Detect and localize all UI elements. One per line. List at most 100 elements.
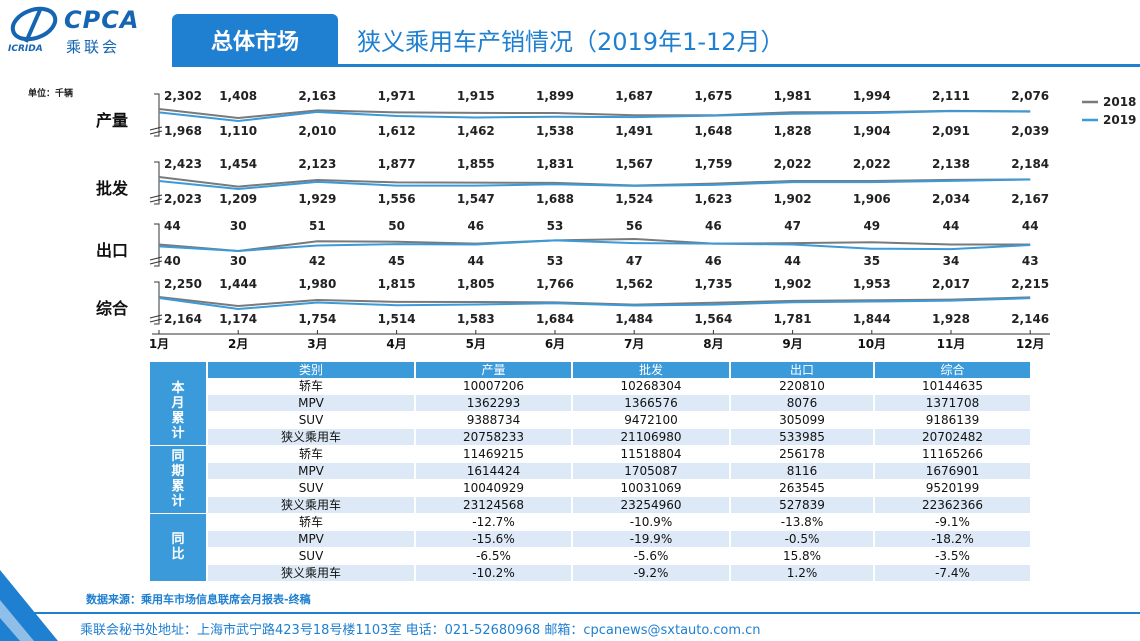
table-row: 本月累计 轿车 10007206 10268304 220810 10144635 [150, 378, 1032, 446]
table-row: MPV 1614424 1705087 8116 1676901 [150, 462, 1032, 480]
data-label-2018: 1,815 [378, 277, 416, 291]
axis-break-mark [149, 314, 163, 323]
data-source: 数据来源：乘用车市场信息联席会月报表-终稿 [86, 593, 311, 606]
footer-divider [0, 612, 1140, 614]
axis-break-mark [149, 126, 163, 135]
data-label-2019: 1,929 [298, 192, 336, 206]
data-label-2019: 40 [164, 254, 181, 268]
data-label-2018: 2,302 [164, 89, 202, 103]
table-header: 类别 [207, 362, 416, 378]
table-cell: 轿车 [207, 378, 416, 395]
table-cell: 9472100 [572, 411, 731, 429]
data-label-2018: 1,981 [774, 89, 812, 103]
data-label-2018: 50 [388, 219, 405, 233]
data-label-2019: 1,612 [378, 124, 416, 138]
table-row: SUV 9388734 9472100 305099 9186139 [150, 411, 1032, 429]
data-label-2018: 2,250 [164, 277, 202, 291]
data-label-2019: 1,754 [298, 312, 336, 326]
table-cell: 22362366 [874, 496, 1032, 514]
series-line-2019 [158, 178, 1031, 191]
data-label-2019: 1,556 [378, 192, 416, 206]
data-label-2019: 1,174 [219, 312, 257, 326]
data-label-2018: 1,831 [536, 157, 574, 171]
table-cell: SUV [207, 411, 416, 429]
table-cell: 1705087 [572, 462, 731, 480]
data-label-2018: 1,444 [219, 277, 257, 291]
panel-label: 产量 [96, 111, 128, 130]
page-title: 狭义乘用车产销情况（2019年1-12月） [357, 28, 785, 56]
data-label-2018: 1,759 [694, 157, 732, 171]
table-row: MPV -15.6% -19.9% -0.5% -18.2% [150, 530, 1032, 548]
data-label-2018: 1,915 [457, 89, 495, 103]
data-label-2019: 1,583 [457, 312, 495, 326]
axis-break-mark [149, 256, 163, 265]
data-label-2019: 1,648 [694, 124, 732, 138]
header-bar: CPCA 乘联会 ICRIDA 总体市场 狭义乘用车产销情况（2019年1-12… [0, 0, 1140, 70]
data-label-2019: 44 [467, 254, 484, 268]
data-label-2018: 44 [164, 219, 181, 233]
x-tick-label: 2月 [228, 337, 248, 351]
table-group-text: 同比 [171, 532, 185, 562]
data-label-2019: 1,491 [615, 124, 653, 138]
table-header-blank [150, 362, 208, 378]
data-label-2018: 1,735 [694, 277, 732, 291]
table-header-row: 类别 产量 批发 出口 综合 [150, 362, 1032, 378]
data-label-2019: 2,010 [298, 124, 336, 138]
data-label-2019: 43 [1022, 254, 1039, 268]
table-cell: -3.5% [874, 547, 1032, 565]
panel-axis [154, 223, 160, 267]
data-label-2019: 2,146 [1011, 312, 1049, 326]
data-label-2018: 1,805 [457, 277, 495, 291]
table-cell: 15.8% [730, 547, 875, 565]
data-label-2018: 1,902 [774, 277, 812, 291]
data-label-2019: 42 [309, 254, 326, 268]
table-cell: 527839 [730, 496, 875, 514]
table-cell: 1.2% [730, 564, 875, 582]
table-cell: MPV [207, 394, 416, 412]
footer-contact: 乘联会秘书处地址：上海市武宁路423号18号楼1103室 电话：021-5268… [80, 623, 761, 638]
data-label-2019: 2,023 [164, 192, 202, 206]
table-group-label: 同比 [150, 513, 208, 582]
data-label-2019: 1,209 [219, 192, 257, 206]
series-line-2018 [158, 237, 1031, 253]
x-tick-label: 8月 [703, 337, 723, 351]
data-label-2019: 1,906 [853, 192, 891, 206]
table-row: 狭义乘用车 -10.2% -9.2% 1.2% -7.4% [150, 564, 1032, 582]
logo-subtext: 乘联会 [66, 38, 121, 56]
data-label-2019: 1,110 [219, 124, 257, 138]
table-cell: -5.6% [572, 547, 731, 565]
data-label-2018: 1,953 [853, 277, 891, 291]
data-label-2018: 2,076 [1011, 89, 1049, 103]
table-row: SUV 10040929 10031069 263545 9520199 [150, 479, 1032, 497]
data-label-2018: 2,123 [298, 157, 336, 171]
x-tick-label: 9月 [782, 337, 802, 351]
table-cell: -19.9% [572, 530, 731, 548]
data-label-2018: 1,980 [298, 277, 336, 291]
legend-label: 2019 [1103, 113, 1136, 127]
table-cell: 23254960 [572, 496, 731, 514]
data-label-2018: 1,877 [378, 157, 416, 171]
table-header: 综合 [874, 362, 1032, 378]
panel-label: 综合 [96, 299, 129, 318]
table-header: 批发 [572, 362, 731, 378]
table-cell: -9.1% [874, 513, 1032, 531]
data-label-2018: 2,111 [932, 89, 970, 103]
table-cell: 8116 [730, 462, 875, 480]
table-cell: SUV [207, 479, 416, 497]
table-cell: -0.5% [730, 530, 875, 548]
table-cell: 21106980 [572, 428, 731, 446]
data-label-2018: 1,675 [694, 89, 732, 103]
line-chart: 产量 2,302 1,408 2,163 1,971 1,915 1,899 1,687 1,6… [96, 89, 1136, 351]
table-group-label: 同期累计 [150, 445, 208, 514]
data-label-2018: 1,408 [219, 89, 257, 103]
panel-label: 批发 [96, 179, 129, 198]
section-tab: 总体市场 [172, 14, 338, 66]
table-cell: -6.5% [415, 547, 573, 565]
x-tick-label: 12月 [1016, 337, 1045, 351]
logo-small-text: ICRIDA [8, 44, 43, 54]
table-cell: 9186139 [874, 411, 1032, 429]
table-header: 出口 [730, 362, 875, 378]
table-cell: 狭义乘用车 [207, 428, 416, 446]
data-label-2019: 53 [547, 254, 564, 268]
table-cell: MPV [207, 462, 416, 480]
